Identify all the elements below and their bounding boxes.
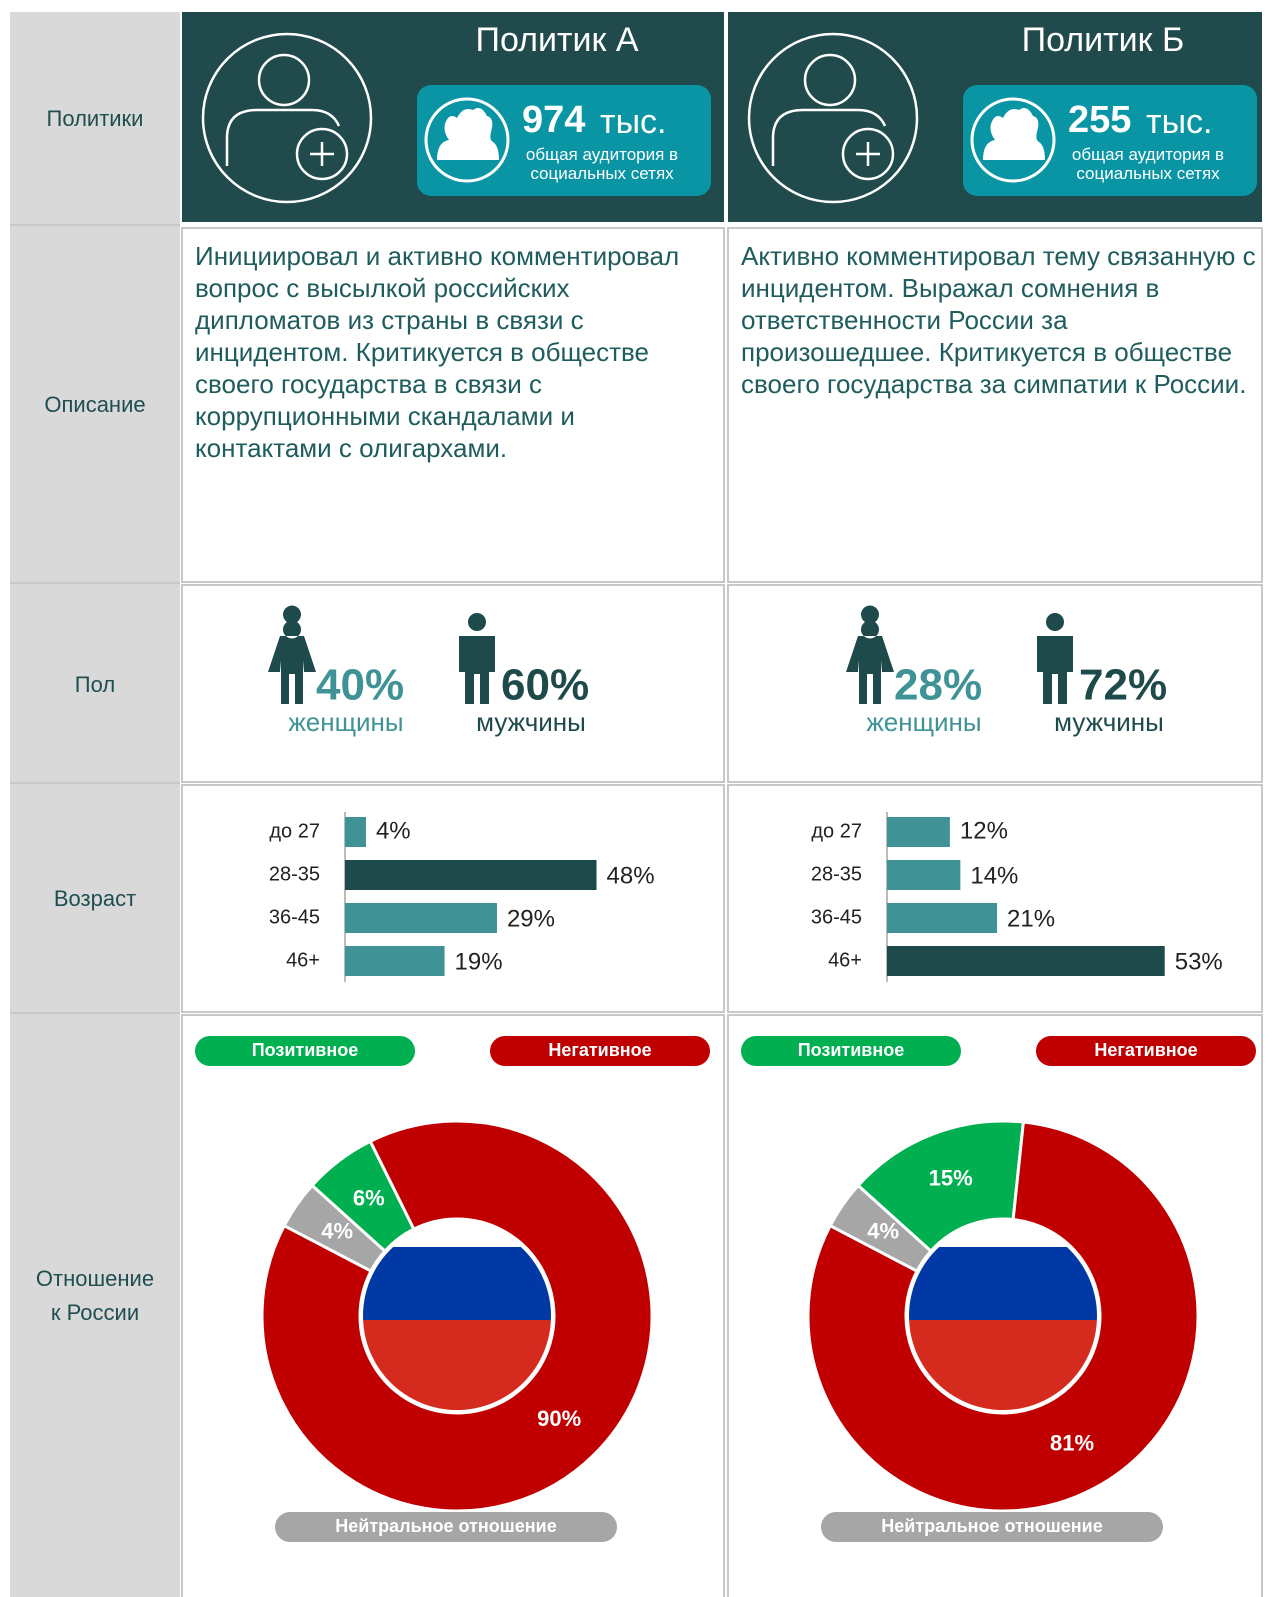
audience-caption: общая аудитория в социальных сетях bbox=[525, 145, 679, 183]
age-bar bbox=[887, 903, 998, 933]
icon-plus bbox=[841, 127, 895, 181]
age-bar bbox=[887, 946, 1165, 976]
person-icon bbox=[747, 32, 919, 204]
audience-unit: тыс. bbox=[1146, 103, 1212, 141]
age-value-label: 53% bbox=[1175, 948, 1223, 975]
legend-pill bbox=[195, 1036, 415, 1066]
row-label: Описание bbox=[44, 392, 146, 417]
icon-ring bbox=[747, 32, 919, 204]
icon-ring bbox=[201, 32, 373, 204]
age-value-label: 29% bbox=[507, 905, 555, 932]
age-category: 46+ bbox=[828, 949, 862, 971]
icon-plus bbox=[295, 127, 349, 181]
age-value-label: 21% bbox=[1007, 905, 1055, 932]
age-category: 28-35 bbox=[269, 863, 320, 885]
male-label: мужчины bbox=[476, 707, 586, 737]
attitude-value-label: 90% bbox=[537, 1406, 581, 1431]
female-icon bbox=[846, 605, 894, 704]
age-bar bbox=[887, 817, 950, 847]
male-icon bbox=[1037, 613, 1073, 704]
audience-unit: тыс. bbox=[600, 103, 666, 141]
attitude-slice bbox=[260, 1119, 654, 1513]
group-people bbox=[437, 108, 499, 160]
male-label: мужчины bbox=[1054, 707, 1164, 737]
icon-body bbox=[225, 108, 341, 166]
male-share: 72% bbox=[1079, 661, 1167, 710]
female-label: женщины bbox=[866, 707, 981, 737]
female-icon bbox=[268, 605, 316, 704]
age-value-label: 48% bbox=[607, 862, 655, 889]
age-category: 36-45 bbox=[269, 906, 320, 928]
legend-pill bbox=[821, 1512, 1163, 1542]
age-category: 36-45 bbox=[811, 906, 862, 928]
audience-pill bbox=[963, 85, 1257, 196]
flag-blue bbox=[363, 1247, 551, 1320]
legend-label: Нейтральное отношение bbox=[881, 1516, 1102, 1536]
row-label: Пол bbox=[74, 672, 116, 697]
description: Инициировал и активно комментировал вопр… bbox=[195, 241, 680, 463]
group-ring bbox=[970, 97, 1056, 183]
group-ring bbox=[424, 97, 510, 183]
attitude-value-label: 15% bbox=[929, 1166, 973, 1191]
audience-value: 974 bbox=[522, 99, 585, 141]
legend-pill bbox=[1036, 1036, 1256, 1066]
row-label: Политики bbox=[46, 106, 144, 131]
audience-pill bbox=[417, 85, 711, 196]
age-bar bbox=[345, 946, 445, 976]
age-bar bbox=[345, 903, 497, 933]
female-label: женщины bbox=[288, 707, 403, 737]
description: Активно комментировал тему связанную с и… bbox=[741, 241, 1256, 399]
icon-plus-sign bbox=[856, 142, 880, 166]
age-category: до 27 bbox=[811, 820, 862, 842]
legend-label: Позитивное bbox=[252, 1040, 359, 1060]
age-category: до 27 bbox=[269, 820, 320, 842]
age-value-label: 12% bbox=[960, 817, 1008, 844]
legend-pill bbox=[275, 1512, 617, 1542]
attitude-value-label: 6% bbox=[353, 1186, 385, 1211]
audience-value: 255 bbox=[1068, 99, 1131, 141]
politician-name: Политик А bbox=[476, 21, 639, 59]
icon-head bbox=[803, 53, 857, 107]
female-share: 28% bbox=[894, 661, 982, 710]
legend-label: Нейтральное отношение bbox=[335, 1516, 556, 1536]
label-column bbox=[10, 12, 180, 1597]
attitude-slice bbox=[282, 1183, 388, 1274]
male-share: 60% bbox=[501, 661, 589, 710]
legend-label: Негативное bbox=[1094, 1040, 1197, 1060]
attitude-value-label: 81% bbox=[1050, 1430, 1094, 1455]
attitude-slice bbox=[806, 1120, 1200, 1513]
age-category: 46+ bbox=[286, 949, 320, 971]
age-bar bbox=[887, 860, 961, 890]
cell-borders bbox=[10, 224, 1263, 1597]
age-value-label: 14% bbox=[970, 862, 1018, 889]
icon-body bbox=[771, 108, 887, 166]
legend-label: Негативное bbox=[548, 1040, 651, 1060]
age-category: 28-35 bbox=[811, 863, 862, 885]
row-label: Возраст bbox=[53, 886, 137, 911]
age-value-label: 4% bbox=[376, 817, 411, 844]
legend-pill bbox=[741, 1036, 961, 1066]
flag-blue bbox=[909, 1247, 1097, 1320]
age-bar bbox=[345, 860, 597, 890]
age-value-label: 19% bbox=[455, 948, 503, 975]
group-people bbox=[983, 108, 1045, 160]
row-label: Отношение к России bbox=[35, 1266, 155, 1325]
attitude-value-label: 4% bbox=[867, 1218, 899, 1243]
age-bar bbox=[345, 817, 366, 847]
attitude-value-label: 4% bbox=[321, 1218, 353, 1243]
icon-head bbox=[257, 53, 311, 107]
politician-name: Политик Б bbox=[1022, 21, 1185, 59]
legend-label: Позитивное bbox=[798, 1040, 905, 1060]
audience-caption: общая аудитория в социальных сетях bbox=[1071, 145, 1225, 183]
group-icon bbox=[424, 97, 510, 183]
female-share: 40% bbox=[316, 661, 404, 710]
male-icon bbox=[459, 613, 495, 704]
person-icon bbox=[201, 32, 373, 204]
icon-plus-sign bbox=[310, 142, 334, 166]
group-icon bbox=[970, 97, 1056, 183]
legend-pill bbox=[490, 1036, 710, 1066]
attitude-slice bbox=[828, 1183, 934, 1274]
